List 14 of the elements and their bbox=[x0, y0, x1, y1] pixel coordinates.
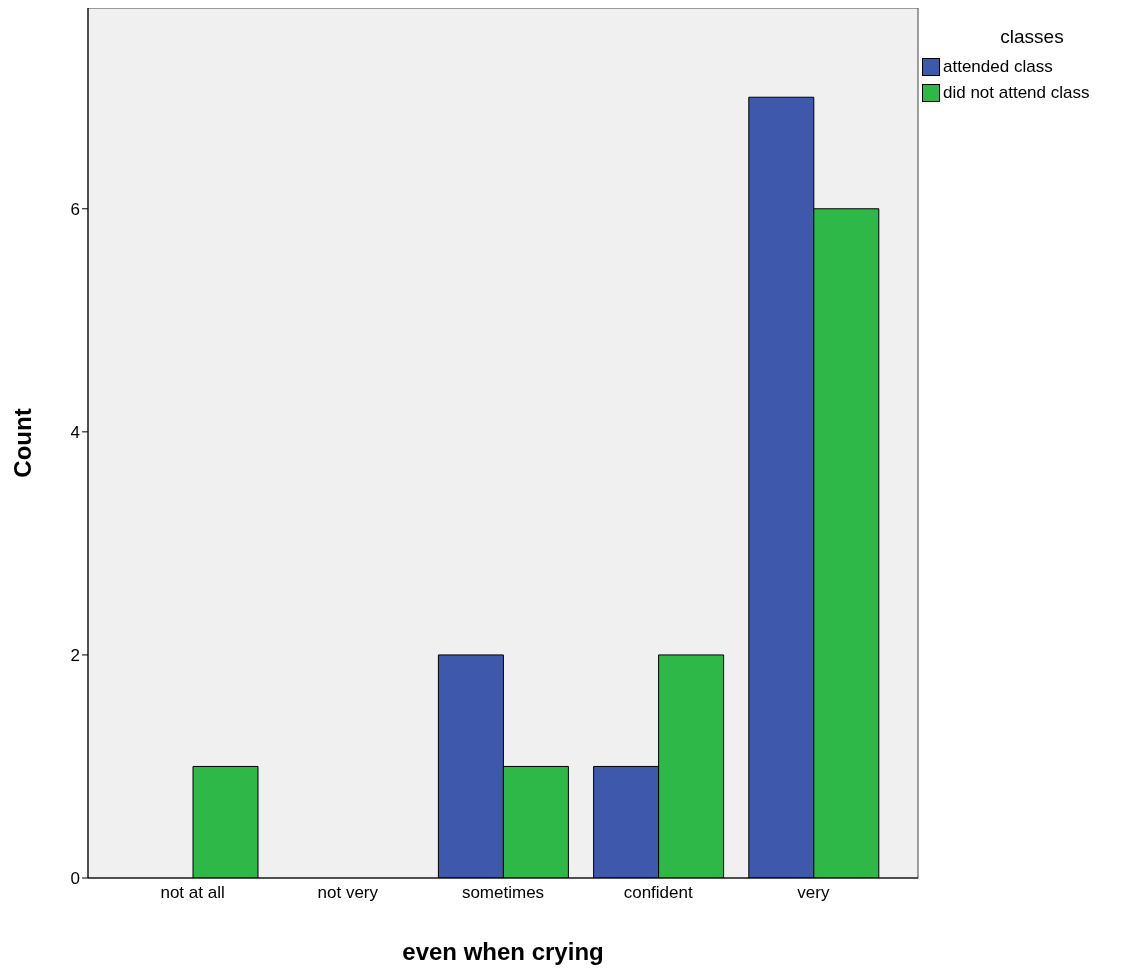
x-tick-label: not very bbox=[317, 883, 379, 903]
y-tick-label: 6 bbox=[70, 199, 80, 219]
y-tick-label: 2 bbox=[70, 645, 80, 665]
x-axis-title: even when crying bbox=[402, 938, 604, 965]
y-axis-title: Count bbox=[8, 408, 36, 478]
y-tick-label: 4 bbox=[70, 422, 80, 442]
legend-title: classes bbox=[999, 26, 1065, 48]
legend-label: did not attend class bbox=[943, 83, 1090, 103]
legend-label: attended class bbox=[943, 57, 1053, 77]
x-tick-label: not at all bbox=[160, 883, 225, 903]
y-tick-label: 0 bbox=[70, 869, 80, 889]
x-tick-label: sometimes bbox=[461, 883, 545, 903]
x-tick-label: very bbox=[797, 883, 830, 903]
x-tick-label: confident bbox=[623, 883, 693, 903]
